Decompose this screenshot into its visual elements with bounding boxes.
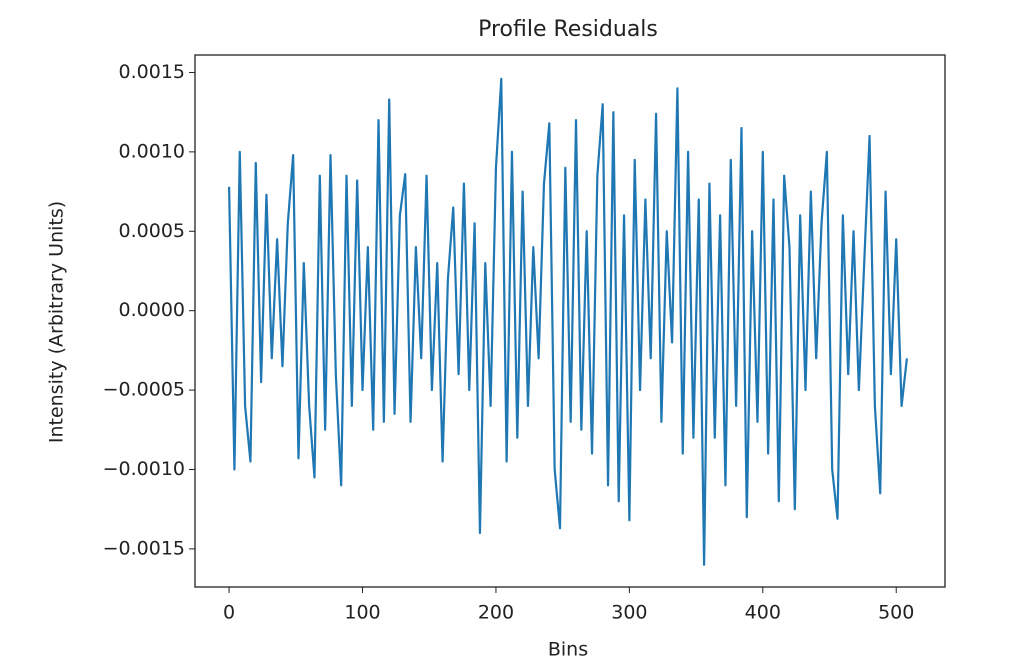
y-tick-label: 0.0005	[119, 220, 185, 242]
plot-frame	[194, 54, 946, 588]
y-tick-label: 0.0010	[119, 140, 185, 162]
chart-title: Profile Residuals	[478, 17, 658, 42]
x-tick-label: 100	[344, 602, 380, 624]
x-tick-label: 200	[478, 602, 514, 624]
x-tick-label: 0	[223, 602, 235, 624]
x-tick-label: 500	[878, 602, 914, 624]
y-tick-label: 0.0000	[119, 299, 185, 321]
x-tick-label: 400	[745, 602, 781, 624]
x-tick-label: 300	[611, 602, 647, 624]
x-axis-label: Bins	[548, 639, 588, 661]
data-line	[227, 77, 909, 566]
y-tick-label: 0.0015	[119, 61, 185, 83]
y-axis-label: Intensity (Arbitrary Units)	[46, 201, 68, 443]
y-tick-label: −0.0010	[103, 458, 185, 480]
y-tick-label: −0.0015	[103, 537, 185, 559]
y-tick-label: −0.0005	[103, 379, 185, 401]
